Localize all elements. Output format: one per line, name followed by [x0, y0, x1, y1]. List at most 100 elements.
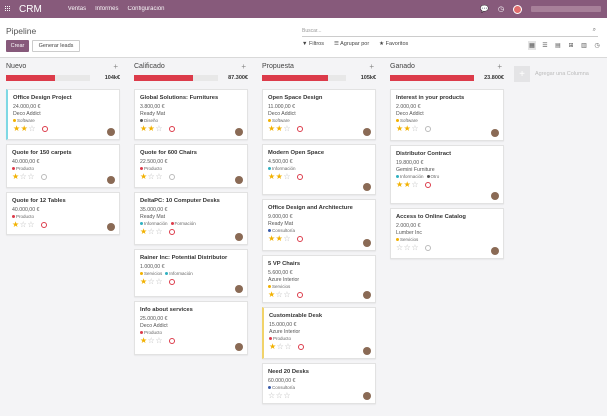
salesperson-avatar[interactable]: [235, 233, 243, 241]
activity-clock-icon[interactable]: [298, 344, 304, 350]
kanban-card[interactable]: Customizable Desk 15.000,00 € Azure Interi…: [262, 307, 376, 359]
star-icon[interactable]: ☆: [27, 172, 36, 181]
salesperson-avatar[interactable]: [363, 128, 371, 136]
pivot-view-icon[interactable]: ⊞: [568, 43, 574, 49]
star-icon[interactable]: ★: [140, 227, 148, 236]
kanban-card[interactable]: Quote for 12 Tables 40.000,00 € Producto ★☆…: [6, 192, 120, 235]
kanban-card[interactable]: Modern Open Space 4.500,00 € Información ★★…: [262, 144, 376, 195]
star-icon[interactable]: ★: [268, 124, 276, 133]
star-icon[interactable]: ☆: [275, 391, 284, 400]
activity-clock-icon[interactable]: [297, 236, 303, 242]
priority-stars[interactable]: ★★☆: [268, 235, 291, 243]
column-progress-bar[interactable]: [390, 75, 474, 81]
chat-icon[interactable]: 💬: [480, 6, 489, 13]
activity-clock-icon[interactable]: [425, 182, 431, 188]
kanban-card[interactable]: Rainer Inc: Potential Distributor 1.000,0…: [134, 249, 248, 297]
activity-clock-icon[interactable]: [169, 229, 175, 235]
star-icon[interactable]: ☆: [147, 227, 156, 236]
star-icon[interactable]: ☆: [28, 124, 37, 133]
kanban-card[interactable]: Info about services 25.000,00 € Deco Addic…: [134, 301, 248, 355]
priority-stars[interactable]: ★★☆: [13, 125, 36, 133]
search-input[interactable]: Buscar... ⌕: [302, 26, 598, 37]
app-name[interactable]: CRM: [19, 3, 42, 15]
kanban-card[interactable]: Office Design and Architecture 9.000,00 €…: [262, 199, 376, 251]
priority-stars[interactable]: ★★☆: [268, 173, 291, 181]
star-icon[interactable]: ☆: [396, 243, 404, 252]
priority-stars[interactable]: ★☆☆: [268, 291, 291, 299]
salesperson-avatar[interactable]: [363, 392, 371, 400]
star-icon[interactable]: ☆: [155, 124, 164, 133]
activity-clock-icon[interactable]: [41, 174, 47, 180]
kanban-card[interactable]: Interest in your products 2.000,00 € Deco …: [390, 89, 504, 141]
salesperson-avatar[interactable]: [491, 129, 499, 137]
activity-clock-icon[interactable]: [169, 279, 175, 285]
kanban-card[interactable]: Global Solutions: Furnitures 3.800,00 € Re…: [134, 89, 248, 140]
priority-stars[interactable]: ★☆☆: [140, 278, 163, 286]
user-name-blurred[interactable]: [531, 6, 601, 12]
star-icon[interactable]: ☆: [283, 124, 292, 133]
star-icon[interactable]: ☆: [19, 172, 28, 181]
star-icon[interactable]: ★: [269, 342, 277, 351]
column-title[interactable]: Nuevo: [6, 63, 27, 70]
kanban-card[interactable]: Office Design Project 24.000,00 € Deco Add…: [6, 89, 120, 140]
kanban-card[interactable]: Distributor Contract 19.800,00 € Gemini Fu…: [390, 145, 504, 204]
priority-stars[interactable]: ★★☆: [268, 125, 291, 133]
priority-stars[interactable]: ★☆☆: [140, 173, 163, 181]
menu-informes[interactable]: Informes: [95, 6, 119, 12]
star-icon[interactable]: ☆: [283, 391, 292, 400]
salesperson-avatar[interactable]: [235, 285, 243, 293]
priority-stars[interactable]: ★☆☆: [140, 337, 163, 345]
kanban-card[interactable]: Open Space Design 11.000,00 € Deco Addict S…: [262, 89, 376, 140]
activity-clock-icon[interactable]: [42, 126, 48, 132]
star-icon[interactable]: ☆: [403, 243, 412, 252]
column-progress-bar[interactable]: [6, 75, 90, 81]
star-icon[interactable]: ★: [275, 234, 284, 243]
star-icon[interactable]: ★: [268, 234, 276, 243]
star-icon[interactable]: ☆: [283, 234, 292, 243]
star-icon[interactable]: ☆: [411, 180, 420, 189]
kanban-card[interactable]: Quote for 150 carpets 40.000,00 € Producto…: [6, 144, 120, 188]
salesperson-avatar[interactable]: [235, 128, 243, 136]
quick-create-plus-icon[interactable]: +: [497, 62, 502, 71]
priority-stars[interactable]: ☆☆☆: [396, 244, 419, 252]
star-icon[interactable]: ★: [396, 180, 404, 189]
kanban-view-icon[interactable]: ▦: [528, 41, 536, 50]
kanban-card[interactable]: 5 VP Chairs 5.600,00 € Azure Interior Servi…: [262, 255, 376, 303]
kanban-card[interactable]: Need 20 Desks 60.000,00 € Consultoría ☆☆☆: [262, 363, 376, 404]
star-icon[interactable]: ★: [275, 124, 284, 133]
star-icon[interactable]: ★: [268, 290, 276, 299]
star-icon[interactable]: ☆: [411, 124, 420, 133]
star-icon[interactable]: ★: [396, 124, 404, 133]
salesperson-avatar[interactable]: [491, 192, 499, 200]
star-icon[interactable]: ☆: [411, 243, 420, 252]
graph-view-icon[interactable]: ▥: [581, 43, 587, 49]
add-column-button[interactable]: + Agregar una Columna: [514, 66, 589, 82]
column-title[interactable]: Propuesta: [262, 63, 294, 70]
star-icon[interactable]: ☆: [147, 172, 156, 181]
star-icon[interactable]: ★: [140, 336, 148, 345]
priority-stars[interactable]: ★☆☆: [140, 228, 163, 236]
column-title[interactable]: Calificado: [134, 63, 165, 70]
activity-clock-icon[interactable]: ◷: [497, 6, 504, 13]
calendar-view-icon[interactable]: ▤: [555, 43, 561, 49]
activity-clock-icon[interactable]: [425, 245, 431, 251]
star-icon[interactable]: ★: [12, 172, 20, 181]
salesperson-avatar[interactable]: [235, 343, 243, 351]
priority-stars[interactable]: ★★☆: [396, 125, 419, 133]
star-icon[interactable]: ☆: [155, 277, 164, 286]
kanban-card[interactable]: DeltaPC: 10 Computer Desks 35.000,00 € Rea…: [134, 192, 248, 245]
salesperson-avatar[interactable]: [363, 291, 371, 299]
kanban-card[interactable]: Quote for 600 Chairs 22.500,00 € Producto ★…: [134, 144, 248, 188]
star-icon[interactable]: ★: [147, 124, 156, 133]
star-icon[interactable]: ★: [403, 124, 412, 133]
priority-stars[interactable]: ★☆☆: [269, 343, 292, 351]
activity-clock-icon[interactable]: [169, 126, 175, 132]
priority-stars[interactable]: ☆☆☆: [268, 392, 291, 400]
priority-stars[interactable]: ★☆☆: [12, 173, 35, 181]
column-title[interactable]: Ganado: [390, 63, 415, 70]
star-icon[interactable]: ☆: [155, 172, 164, 181]
salesperson-avatar[interactable]: [363, 183, 371, 191]
priority-stars[interactable]: ★★☆: [396, 181, 419, 189]
activity-clock-icon[interactable]: [41, 222, 47, 228]
activity-clock-icon[interactable]: [169, 338, 175, 344]
